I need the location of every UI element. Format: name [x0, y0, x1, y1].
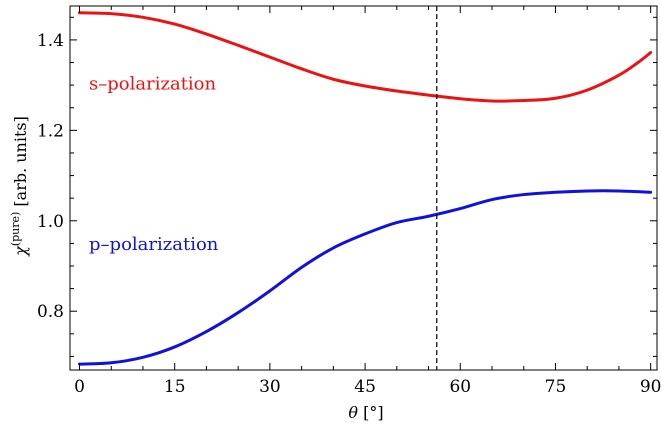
y-axis-unit: [arb. units]: [11, 116, 30, 212]
y-axis-symbol: χ: [11, 245, 30, 257]
y-tick-label: 1.4: [37, 31, 64, 51]
annotation-label: p–polarization: [89, 234, 219, 255]
x-axis-symbol: θ: [348, 403, 358, 422]
y-tick-label: 1.0: [37, 212, 64, 232]
tick-labels: 0 15 30 45 60 75 90 0.8 1.0 1.2 1.4: [37, 31, 662, 397]
x-tick-label: 45: [354, 377, 376, 397]
axis-ticks: [70, 6, 657, 370]
y-axis-title: χ(pure) [arb. units]: [9, 116, 30, 257]
x-tick-label: 90: [640, 377, 662, 397]
series-line-s-polarization: [78, 11, 653, 103]
x-tick-label: 60: [449, 377, 471, 397]
series-line-p-polarization: [78, 189, 653, 366]
annotation-label: s–polarization: [89, 74, 216, 95]
plot-frame: [69, 5, 658, 371]
plot-area: [69, 5, 658, 371]
x-tick-label: 15: [164, 377, 186, 397]
x-axis-title: θ [°]: [348, 403, 383, 422]
y-axis-superscript: (pure): [9, 212, 22, 246]
y-tick-label: 0.8: [37, 302, 64, 322]
x-axis-unit: [°]: [358, 403, 384, 422]
x-tick-label: 30: [259, 377, 281, 397]
annotations: s–polarization p–polarization: [89, 74, 219, 256]
x-tick-label: 0: [74, 377, 85, 397]
y-tick-label: 1.2: [37, 121, 64, 141]
series-lines: [78, 6, 653, 370]
x-tick-label: 75: [545, 377, 567, 397]
